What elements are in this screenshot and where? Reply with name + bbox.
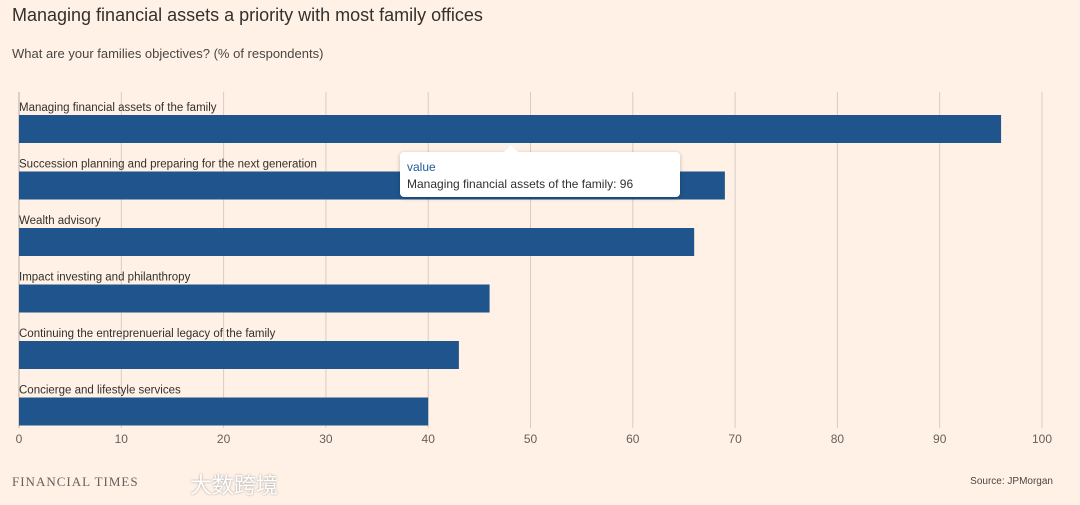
x-tick-label: 0 bbox=[16, 432, 23, 446]
bar bbox=[19, 284, 490, 313]
tooltip-body: Managing financial assets of the family:… bbox=[407, 177, 634, 191]
bar bbox=[19, 228, 695, 256]
x-tick-label: 100 bbox=[1032, 432, 1052, 446]
category-label: Managing financial assets of the family bbox=[19, 102, 217, 114]
category-label: Continuing the entreprenuerial legacy of… bbox=[19, 328, 276, 340]
x-tick-label: 80 bbox=[831, 432, 845, 446]
ft-logo: FINANCIAL TIMES bbox=[12, 474, 139, 489]
x-tick-label: 40 bbox=[422, 432, 436, 446]
bar bbox=[19, 397, 429, 426]
x-tick-label: 20 bbox=[217, 432, 231, 446]
category-label: Concierge and lifestyle services bbox=[19, 385, 181, 397]
x-tick-label: 90 bbox=[933, 432, 947, 446]
x-tick-label: 50 bbox=[524, 432, 538, 446]
x-tick-label: 60 bbox=[626, 432, 640, 446]
category-label: Wealth advisory bbox=[19, 215, 101, 227]
x-tick-label: 10 bbox=[115, 432, 129, 446]
source-note: Source: JPMorgan bbox=[970, 476, 1053, 487]
tooltip: value Managing financial assets of the f… bbox=[400, 145, 680, 197]
x-tick-label: 70 bbox=[728, 432, 742, 446]
bar bbox=[19, 341, 459, 369]
watermark: 大数跨境 bbox=[190, 473, 279, 498]
chart-subtitle: What are your families objectives? (% of… bbox=[12, 46, 324, 61]
x-tick-label: 30 bbox=[319, 432, 333, 446]
bar bbox=[19, 115, 1002, 143]
category-label: Succession planning and preparing for th… bbox=[19, 159, 317, 171]
category-label: Impact investing and philanthropy bbox=[19, 272, 191, 284]
tooltip-header: value bbox=[407, 160, 436, 174]
chart-title: Managing financial assets a priority wit… bbox=[12, 5, 483, 25]
